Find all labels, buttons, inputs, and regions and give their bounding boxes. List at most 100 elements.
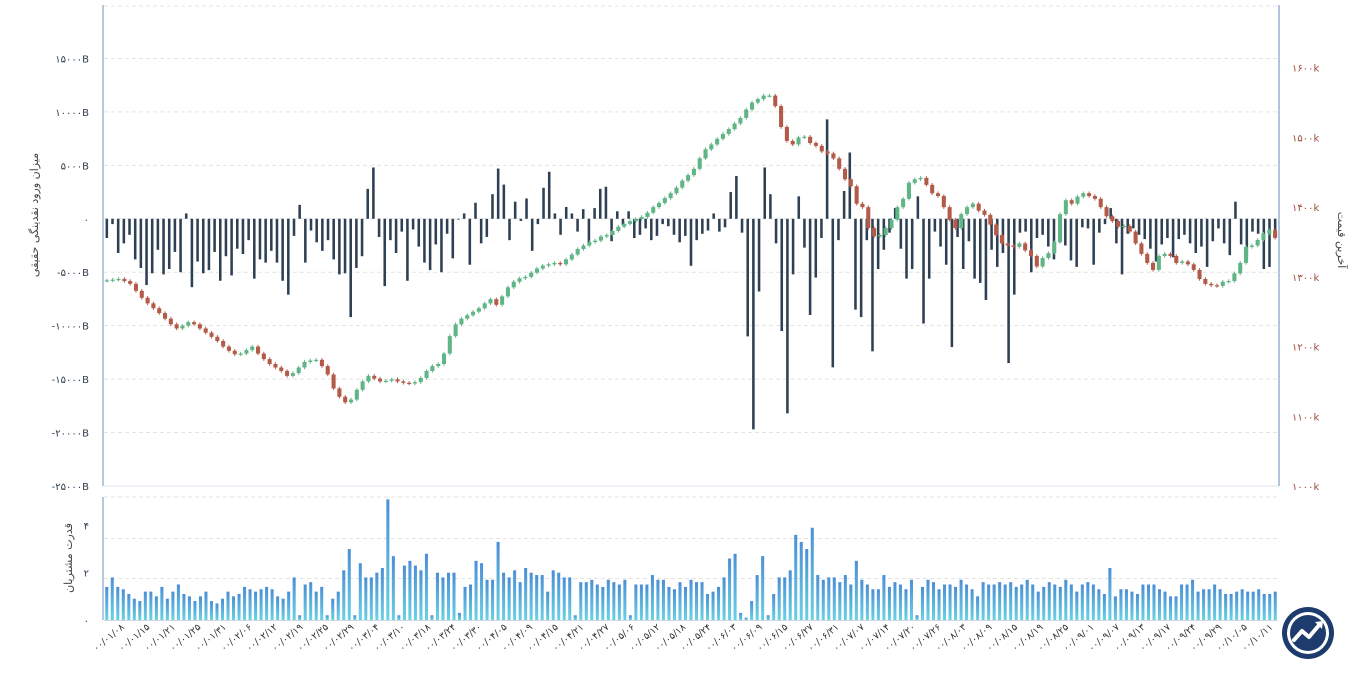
- price-candle: [372, 375, 377, 379]
- inflow-bar: [1273, 218, 1277, 239]
- inflow-bar: [893, 208, 897, 219]
- inflow-bar: [440, 218, 443, 273]
- price-candle: [1185, 261, 1190, 265]
- price-candle: [378, 378, 383, 382]
- inflow-bar: [360, 218, 364, 257]
- inflow-bar: [1251, 218, 1254, 232]
- price-candle: [802, 136, 807, 138]
- buyer-power-bar: [871, 589, 875, 620]
- price-candle: [459, 318, 464, 325]
- inflow-bar: [451, 218, 455, 259]
- buyer-power-bar: [987, 584, 991, 620]
- buyer-power-bar: [1113, 596, 1117, 620]
- buyer-power-bar: [860, 579, 864, 620]
- price-candle: [389, 379, 394, 381]
- price-candle: [418, 377, 423, 383]
- buyer-power-bar: [325, 615, 329, 620]
- buyer-power-bar: [1031, 584, 1035, 620]
- inflow-bar: [150, 218, 154, 274]
- inflow-bar: [1081, 218, 1084, 228]
- inflow-bar: [1098, 218, 1101, 233]
- buyer-power-bar: [1257, 589, 1261, 620]
- inflow-bar: [684, 218, 687, 236]
- buyer-power-bar: [1273, 591, 1277, 620]
- price-candle: [104, 280, 109, 282]
- buyer-power-bar: [623, 579, 627, 620]
- price-candle: [1261, 233, 1266, 240]
- price-candle: [348, 399, 354, 403]
- inflow-bar: [837, 218, 840, 241]
- buyer-power-bar: [265, 586, 269, 620]
- price-candle: [215, 336, 220, 342]
- inflow-bar: [281, 218, 284, 281]
- price-candle: [1087, 193, 1092, 197]
- grid-lines: [104, 5, 1278, 579]
- buyer-power-bar: [876, 589, 880, 620]
- price-candle: [1203, 278, 1208, 284]
- inflow-bar: [763, 167, 767, 219]
- inflow-bar: [1154, 218, 1158, 262]
- buyer-power-bar: [827, 577, 831, 620]
- buyer-power-bar: [601, 586, 605, 620]
- buyer-power-bar: [1119, 589, 1123, 620]
- price-candle: [1104, 207, 1109, 217]
- buyer-power-bar: [435, 572, 439, 620]
- price-candle: [686, 175, 691, 181]
- inflow-bar: [326, 218, 330, 241]
- buyer-power-bar: [915, 615, 919, 620]
- price-candle: [505, 287, 510, 297]
- price-candle: [319, 359, 324, 367]
- price-candle: [935, 193, 941, 197]
- price-candle: [976, 203, 981, 211]
- buyer-power-bar: [507, 577, 511, 620]
- buyer-power-tick-label: ۴: [84, 521, 89, 532]
- inflow-bar: [1109, 208, 1112, 219]
- price-candle: [616, 226, 621, 231]
- price-candle: [1273, 230, 1278, 238]
- trend-arrow-logo-icon[interactable]: [1281, 606, 1335, 660]
- buyer-power-bar: [661, 579, 665, 620]
- price-candle: [1098, 198, 1103, 208]
- inflow-bar: [570, 213, 574, 219]
- inflow-bar: [729, 192, 732, 219]
- price-candle: [558, 262, 563, 265]
- inflow-bar: [309, 218, 313, 231]
- inflow-bar: [485, 218, 489, 237]
- buyer-power-bar: [160, 586, 164, 620]
- inflow-bar: [1205, 218, 1209, 267]
- price-candle: [645, 212, 650, 217]
- inflow-bar: [803, 218, 806, 248]
- price-candle: [930, 184, 935, 194]
- inflow-bar: [933, 218, 937, 232]
- inflow-bar: [190, 218, 194, 288]
- price-candle: [668, 193, 673, 199]
- buyer-power-bar: [1141, 584, 1145, 620]
- buyer-power-bar: [121, 589, 125, 620]
- price-candle: [197, 324, 202, 329]
- buyer-power-bar: [920, 586, 925, 620]
- inflow-bar: [462, 213, 466, 219]
- buyer-power-bar: [1235, 591, 1239, 620]
- inflow-bar: [133, 218, 137, 260]
- inflow-bar: [372, 167, 375, 219]
- inflow-bar: [797, 196, 801, 219]
- price-candle: [854, 186, 859, 204]
- inflow-bar: [587, 218, 591, 244]
- price-candle: [1127, 225, 1132, 232]
- buyer-power-bar: [1124, 589, 1128, 620]
- inflow-bar: [270, 218, 273, 251]
- inflow-bar: [167, 218, 171, 270]
- buyer-power-bar: [689, 579, 693, 620]
- price-candle: [825, 151, 830, 154]
- buyer-power-bar: [314, 591, 318, 620]
- price-candle: [872, 228, 877, 237]
- inflow-bar: [1115, 218, 1118, 244]
- inflow-bar: [423, 218, 426, 263]
- buyer-power-bar: [992, 584, 996, 620]
- buyer-power-bar: [287, 591, 291, 620]
- buyer-power-bar: [1229, 593, 1233, 620]
- price-candle: [354, 389, 359, 400]
- price-candle: [901, 198, 906, 208]
- price-candle: [720, 133, 725, 139]
- price-candle: [784, 126, 789, 141]
